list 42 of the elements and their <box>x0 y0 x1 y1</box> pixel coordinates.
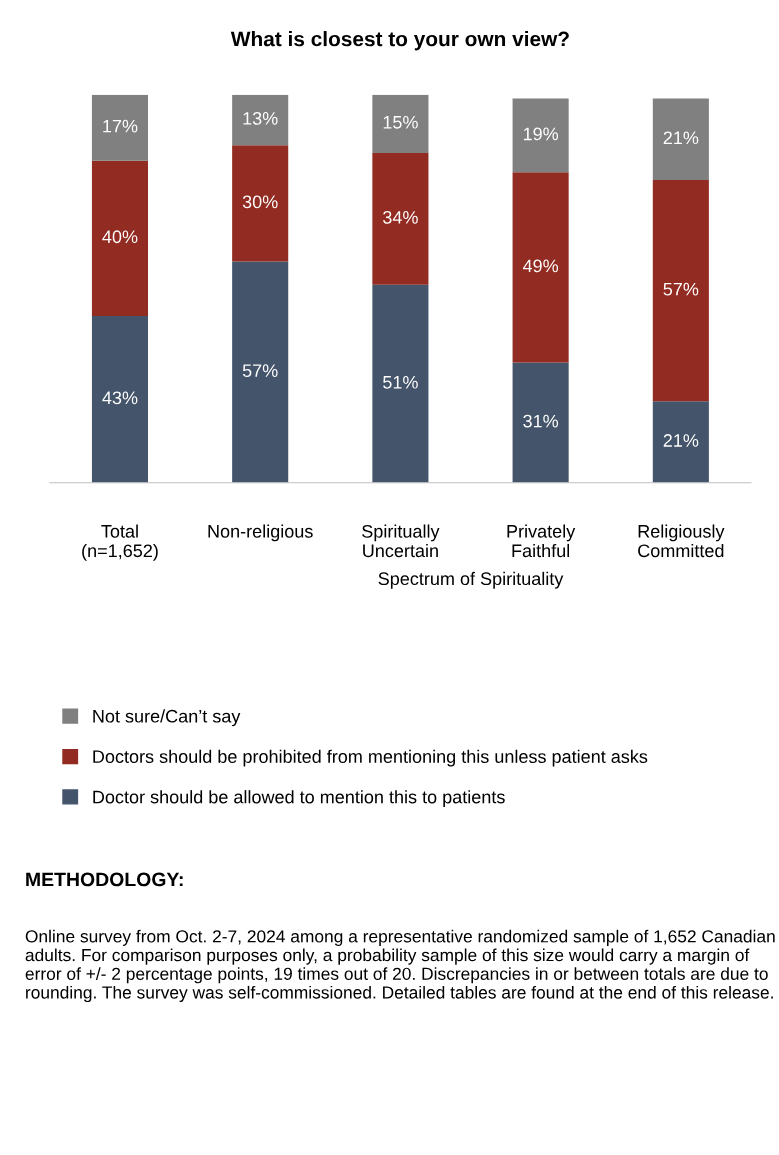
x-tick-label: Religiously Committed <box>638 524 725 558</box>
legend-label: Not sure/Can’t say <box>93 709 241 727</box>
data-label: 40% <box>102 230 138 244</box>
text: METHODOLOGY: <box>26 872 183 887</box>
data-label: 30% <box>242 195 278 209</box>
bar <box>652 98 709 181</box>
bar <box>91 315 149 483</box>
bar <box>91 94 149 161</box>
data-label: 15% <box>383 115 418 129</box>
x-axis-title: Spectrum of Spirituality <box>378 571 564 589</box>
bar <box>372 94 429 153</box>
bar <box>372 284 429 483</box>
data-label: 43% <box>102 391 138 405</box>
chart-title: What is closest to your own view? <box>230 31 569 51</box>
data-label: 21% <box>663 434 699 447</box>
bar <box>512 98 569 173</box>
bar <box>512 362 569 483</box>
data-label: 57% <box>663 282 699 296</box>
data-label: 31% <box>523 414 559 428</box>
data-label: 19% <box>523 127 559 141</box>
bar <box>652 401 709 483</box>
data-label: 13% <box>243 112 278 125</box>
bar <box>91 160 149 316</box>
bar <box>372 152 429 285</box>
legend-label: Doctor should be allowed to mention this to patients <box>93 790 505 807</box>
x-tick-label: Spiritually Uncertain <box>362 524 440 558</box>
x-tick-label: Non-religious <box>208 524 313 542</box>
data-label: 21% <box>663 131 699 145</box>
legend-label: Doctors should be prohibited from mentioning this unless patient asks <box>93 749 648 767</box>
x-tick-label: Total (n=1,652) <box>82 524 158 561</box>
bar <box>652 180 709 402</box>
data-label: 57% <box>242 364 278 378</box>
x-tick-label: Privately Faithful <box>507 524 576 558</box>
data-label: 51% <box>383 375 418 389</box>
bar <box>512 172 569 363</box>
text: Online survey from Oct. 2-7, 2024 among a representative randomized sample of 1,652 Canadian adults. For comparison purposes only, a probability sample of this size would carry a margin of error of +/- 2 percentage points, 19 times out of 20. Discrepancies in or between totals are due to rounding. The survey was self-commissioned. Detailed tables are found at the end of this release. <box>25 929 775 1003</box>
bar <box>232 261 289 483</box>
data-label: 17% <box>103 119 138 133</box>
data-label: 34% <box>383 210 418 224</box>
data-label: 49% <box>522 259 559 273</box>
bar <box>232 145 289 262</box>
bar <box>232 94 289 146</box>
